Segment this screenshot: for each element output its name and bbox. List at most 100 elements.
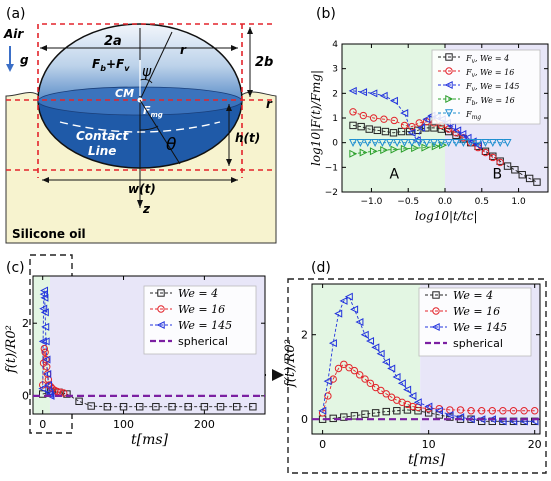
data-point xyxy=(119,403,128,411)
data-point xyxy=(381,358,390,367)
panel-a-label: (a) xyxy=(6,6,26,22)
data-point xyxy=(378,138,387,147)
data-point xyxy=(152,403,160,411)
data-point xyxy=(481,138,490,147)
data-point xyxy=(496,158,504,167)
y-tick-label: 0 xyxy=(22,390,29,403)
legend-marker xyxy=(444,80,453,90)
data-point xyxy=(409,402,417,411)
data-point xyxy=(361,410,369,418)
series-line-1 xyxy=(352,111,501,163)
data-point xyxy=(417,123,426,132)
legend-marker xyxy=(431,322,440,332)
data-point xyxy=(397,379,406,388)
x-tick-label: −0.5 xyxy=(397,197,419,207)
panel-a: (a) Silicone oil Air g xyxy=(3,6,277,244)
legend-label: Fv, We = 16 xyxy=(465,68,514,79)
data-point xyxy=(184,403,192,411)
data-point xyxy=(459,138,468,147)
legend-marker xyxy=(432,307,440,315)
data-point xyxy=(366,337,375,346)
data-point xyxy=(328,339,337,348)
panel-c-label: (c) xyxy=(6,260,25,276)
data-point xyxy=(444,127,453,136)
data-point xyxy=(400,109,409,118)
data-point xyxy=(381,127,390,136)
data-point xyxy=(40,344,49,353)
data-point xyxy=(387,364,396,373)
data-point xyxy=(377,386,385,395)
x-axis-label: t[ms] xyxy=(131,432,169,448)
data-point xyxy=(233,403,241,411)
data-point xyxy=(359,88,368,97)
zoom-target-box xyxy=(287,278,547,474)
data-point xyxy=(349,121,357,130)
theta-label: θ xyxy=(166,135,177,155)
data-point xyxy=(40,308,49,317)
data-point xyxy=(466,415,475,424)
data-point xyxy=(60,389,68,397)
data-point xyxy=(39,286,49,295)
data-point xyxy=(489,153,497,162)
data-point xyxy=(400,144,409,153)
data-point xyxy=(75,397,83,405)
data-point xyxy=(349,149,358,158)
legend-marker xyxy=(157,289,165,297)
data-point xyxy=(359,111,368,120)
data-point xyxy=(380,115,388,123)
data-point xyxy=(448,122,457,131)
x-tick-label: 10 xyxy=(422,438,436,451)
data-point xyxy=(369,147,378,156)
legend-label: Fb, We = 16 xyxy=(465,96,515,107)
legend-marker xyxy=(445,94,454,104)
theta-arc xyxy=(139,125,159,131)
data-point xyxy=(421,143,430,152)
data-point xyxy=(350,412,359,420)
data-point xyxy=(424,402,433,411)
r-side-label: r xyxy=(266,97,273,111)
data-point xyxy=(382,390,390,398)
data-point xyxy=(453,126,462,135)
forces-up-label: Fb+Fv xyxy=(92,57,130,73)
data-point xyxy=(437,138,446,147)
x-tick-label: 100 xyxy=(113,418,134,431)
data-point xyxy=(452,138,461,147)
panel-d-label: (d) xyxy=(311,260,331,276)
data-point xyxy=(38,384,47,393)
x-axis-label: t[ms] xyxy=(408,452,446,468)
data-point xyxy=(371,343,380,352)
data-point xyxy=(41,322,50,331)
legend-marker xyxy=(432,291,440,299)
data-point xyxy=(43,370,52,379)
region-0 xyxy=(342,44,445,192)
data-point xyxy=(525,174,534,183)
data-point xyxy=(369,114,378,122)
data-point xyxy=(434,406,443,415)
data-point xyxy=(392,372,401,381)
data-point xyxy=(63,390,71,398)
data-point xyxy=(488,407,496,415)
data-point xyxy=(415,119,423,127)
data-point xyxy=(376,349,385,358)
data-point xyxy=(456,406,465,414)
panel-b-label: (b) xyxy=(316,6,336,22)
region-label-b: B xyxy=(493,166,503,182)
data-point xyxy=(41,348,49,356)
legend-marker xyxy=(445,67,453,75)
data-point xyxy=(530,407,539,415)
data-point xyxy=(445,410,454,419)
data-point xyxy=(390,116,398,125)
data-point xyxy=(350,366,359,375)
data-point xyxy=(356,371,364,379)
y-tick-label: −2 xyxy=(325,188,338,198)
legend-label: Fv, We = 145 xyxy=(465,82,519,93)
data-point xyxy=(379,91,388,100)
data-point xyxy=(407,138,416,147)
z-axis-head xyxy=(137,200,143,208)
data-point xyxy=(318,406,327,415)
x-tick-label: 0.0 xyxy=(438,197,453,207)
data-point xyxy=(340,413,348,421)
data-point xyxy=(477,407,486,415)
data-point xyxy=(503,162,512,170)
